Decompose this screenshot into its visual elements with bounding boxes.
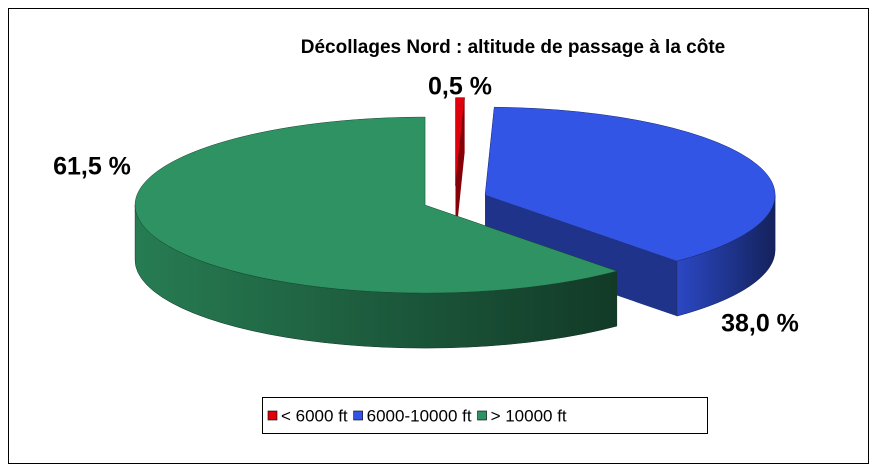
slice	[484, 106, 776, 317]
slice	[455, 97, 465, 241]
data-label: 38,0 %	[721, 310, 799, 338]
legend-label: 6000-10000 ft	[367, 406, 472, 425]
pie	[134, 97, 776, 349]
legend-label: < 6000 ft	[281, 406, 348, 425]
slice-side	[455, 97, 465, 241]
chart-title: Décollages Nord : altitude de passage à …	[301, 37, 725, 58]
slice-top	[455, 97, 465, 186]
data-label: 0,5 %	[428, 73, 492, 101]
legend-swatch	[267, 410, 278, 421]
legend-swatch	[353, 410, 363, 421]
slice-side	[485, 195, 677, 317]
slice-top	[134, 116, 618, 294]
data-label: 61,5 %	[53, 153, 131, 181]
legend-swatch	[477, 410, 487, 421]
slice-top	[484, 106, 776, 262]
legend-label: > 10000 ft	[491, 406, 567, 425]
slice	[134, 116, 618, 349]
legend-items: < 6000 ft 6000-10000 ft > 10000 ft	[267, 406, 567, 425]
